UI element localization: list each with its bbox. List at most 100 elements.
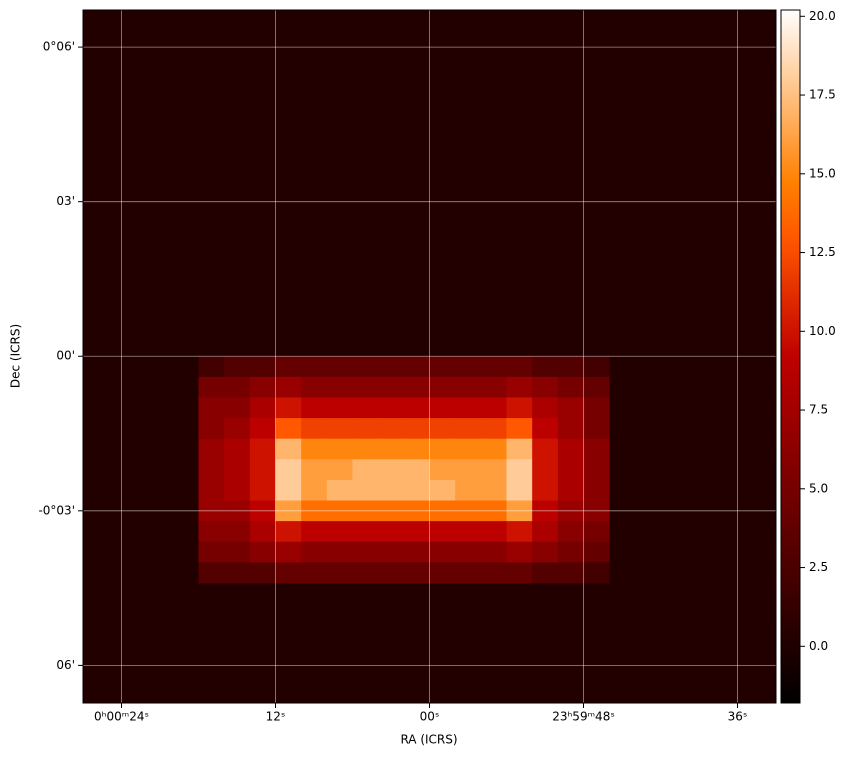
heatmap-cell [429, 479, 456, 502]
y-tick-label: 00' [56, 349, 75, 363]
heatmap-cell [557, 562, 584, 584]
heatmap-cell [301, 376, 328, 398]
heatmap-cell [198, 479, 225, 502]
heatmap-cell [557, 376, 584, 398]
heatmap-cell [583, 459, 610, 481]
heatmap-cell [429, 397, 456, 419]
heatmap-cell [403, 356, 430, 378]
heatmap-cell [583, 376, 610, 398]
colorbar-tick-label: 20.0 [809, 9, 836, 23]
heatmap-cell [506, 438, 533, 460]
heatmap-cell [326, 521, 353, 543]
heatmap-cell [249, 397, 276, 419]
heatmap-cell [275, 438, 302, 460]
heatmap-cell [326, 438, 353, 460]
heatmap-cell [326, 459, 353, 481]
heatmap-cell [557, 459, 584, 481]
heatmap-cell [301, 356, 328, 378]
heatmap-cell [557, 356, 584, 378]
heatmap-cell [326, 479, 353, 502]
heatmap-cell [352, 541, 379, 563]
heatmap-cell [455, 418, 482, 440]
heatmap-cell [480, 376, 507, 398]
heatmap-cell [352, 562, 379, 584]
heatmap-cell [224, 418, 251, 440]
heatmap-cell [532, 541, 559, 563]
colorbar-tick-label: 15.0 [809, 166, 836, 180]
heatmap-cell [480, 459, 507, 481]
heatmap-cell [506, 356, 533, 378]
heatmap-cell [403, 397, 430, 419]
heatmap-cell [455, 521, 482, 543]
x-tick-label: 0ʰ00ᵐ24ˢ [94, 710, 149, 724]
heatmap-cell [378, 418, 405, 440]
heatmap-cell [352, 397, 379, 419]
heatmap-cell [429, 459, 456, 481]
heatmap-cell [583, 397, 610, 419]
heatmap-cell [378, 438, 405, 460]
heatmap-cell [506, 541, 533, 563]
heatmap-cell [224, 376, 251, 398]
heatmap-cell [275, 418, 302, 440]
heatmap-cell [429, 376, 456, 398]
heatmap-cell [583, 356, 610, 378]
heatmap-cell [249, 459, 276, 481]
heatmap-cell [301, 418, 328, 440]
heatmap-cell [224, 438, 251, 460]
heatmap-cell [352, 438, 379, 460]
heatmap-cell [532, 459, 559, 481]
heatmap-cell [301, 459, 328, 481]
heatmap-cell [506, 479, 533, 502]
heatmap-cell [352, 356, 379, 378]
heatmap-cell [403, 479, 430, 502]
heatmap-cell [557, 418, 584, 440]
heatmap-cell [429, 521, 456, 543]
x-tick-label: 12ˢ [266, 710, 286, 724]
heatmap-cell [224, 459, 251, 481]
heatmap-cell [326, 418, 353, 440]
heatmap-cell [557, 479, 584, 502]
heatmap-cell [429, 562, 456, 584]
heatmap-cell [198, 397, 225, 419]
heatmap-cell [532, 397, 559, 419]
heatmap-cell [378, 521, 405, 543]
heatmap-cell [455, 541, 482, 563]
y-tick-label: -0°03' [38, 503, 75, 517]
heatmap-cell [480, 418, 507, 440]
heatmap-cell [455, 376, 482, 398]
heatmap-cell [532, 479, 559, 502]
heatmap-cell [378, 376, 405, 398]
heatmap-cell [506, 562, 533, 584]
heatmap-cell [403, 541, 430, 563]
heatmap-cell [403, 438, 430, 460]
heatmap-cell [455, 438, 482, 460]
heatmap-cell [480, 356, 507, 378]
heatmap-cell [224, 521, 251, 543]
heatmap-cell [198, 459, 225, 481]
heatmap-cell [275, 479, 302, 502]
heatmap-cell [403, 521, 430, 543]
colorbar-tick-label: 10.0 [809, 324, 836, 338]
heatmap-cell [249, 438, 276, 460]
heatmap-cell [532, 562, 559, 584]
heatmap-cell [403, 562, 430, 584]
heatmap-cell [455, 356, 482, 378]
heatmap-cell [378, 356, 405, 378]
heatmap-cell [249, 541, 276, 563]
heatmap-cell [583, 418, 610, 440]
heatmap-cell [224, 397, 251, 419]
heatmap-cell [301, 541, 328, 563]
x-tick-label: 23ʰ59ᵐ48ˢ [552, 710, 615, 724]
y-tick-label: 06' [56, 658, 75, 672]
heatmap-cell [378, 459, 405, 481]
heatmap-cell [378, 479, 405, 502]
colorbar-tick-label: 2.5 [809, 560, 828, 574]
heatmap-cell [326, 562, 353, 584]
heatmap-cell [352, 459, 379, 481]
heatmap-cell [583, 521, 610, 543]
colorbar-tick-label: 7.5 [809, 403, 828, 417]
heatmap-cell [532, 418, 559, 440]
heatmap-cell [480, 541, 507, 563]
x-tick-label: 00ˢ [420, 710, 440, 724]
heatmap-cell [249, 562, 276, 584]
